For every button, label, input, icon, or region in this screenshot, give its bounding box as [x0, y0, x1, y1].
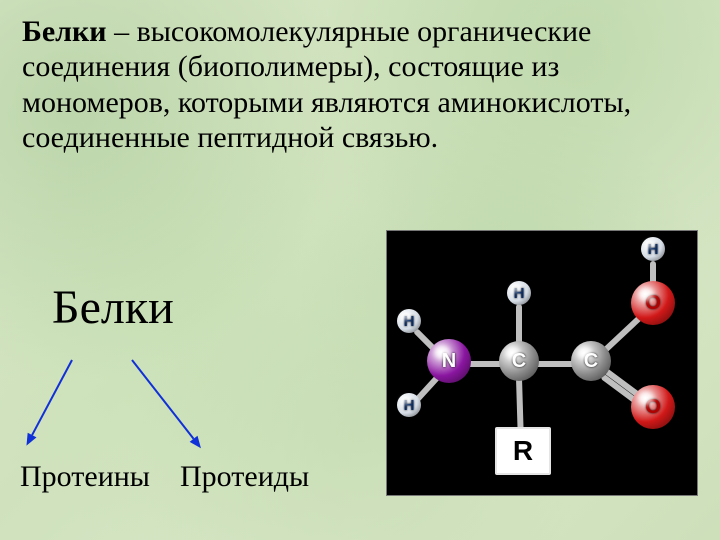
atom-n: N [427, 339, 471, 383]
atom-o: O [631, 385, 675, 429]
branches-heading: Белки [52, 280, 174, 335]
atom-h: H [397, 393, 421, 417]
atom-o: O [631, 281, 675, 325]
definition-paragraph: Белки – высокомолекулярные органические … [22, 14, 698, 156]
atom-h: H [397, 309, 421, 333]
bond [516, 378, 524, 430]
atom-h: H [507, 281, 531, 305]
branch-label-proteins: Протеины [20, 460, 150, 494]
slide: Белки – высокомолекулярные органические … [0, 0, 720, 540]
amino-acid-molecule: NHHCHCOHOR [386, 230, 698, 496]
r-group: R [495, 427, 551, 475]
atom-c: C [499, 341, 539, 381]
atom-h: H [641, 237, 665, 261]
atom-c: C [571, 341, 611, 381]
definition-text: – высокомолекулярные органические соедин… [22, 15, 631, 154]
branch-label-proteids: Протеиды [180, 460, 309, 494]
definition-term: Белки [22, 15, 107, 48]
